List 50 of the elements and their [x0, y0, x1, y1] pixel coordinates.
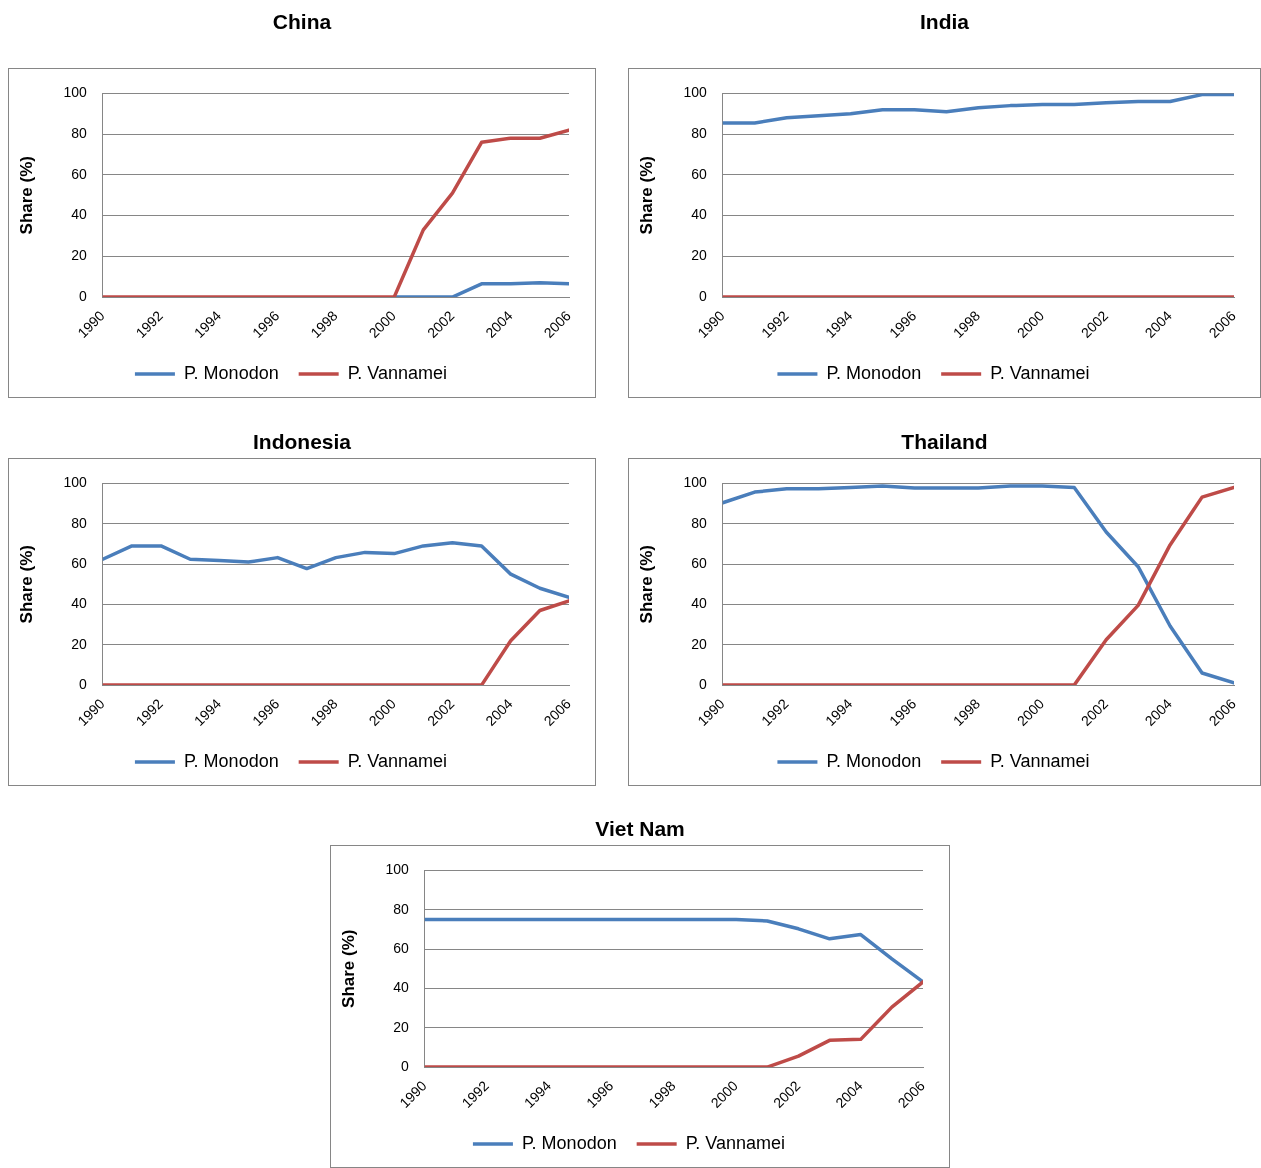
legend-label: P. Vannamei	[347, 750, 448, 771]
y-tick-label: 60	[393, 939, 409, 956]
y-tick-label: 100	[683, 474, 707, 491]
y-tick-label: 100	[385, 861, 409, 878]
y-tick-label: 20	[393, 1018, 409, 1035]
chart-title: India	[919, 10, 970, 34]
y-tick-label: 20	[71, 635, 87, 652]
y-tick-label: 20	[691, 635, 707, 652]
y-tick-label: 80	[691, 125, 707, 141]
legend-label: P. Vannamei	[685, 1132, 786, 1153]
y-tick-label: 20	[71, 247, 87, 264]
y-tick-label: 100	[63, 84, 87, 101]
y-tick-label: 80	[691, 514, 707, 531]
y-tick-label: 40	[393, 979, 409, 996]
legend-label: P. Monodon	[183, 750, 279, 771]
y-axis-title: Share (%)	[338, 929, 358, 1008]
y-tick-label: 0	[400, 1057, 409, 1074]
legend-label: P. Monodon	[183, 362, 279, 383]
y-tick-label: 80	[71, 125, 87, 141]
y-tick-label: 60	[71, 165, 87, 182]
y-tick-label: 40	[71, 595, 87, 612]
chart-title: Indonesia	[252, 430, 352, 454]
y-axis-title: Share (%)	[16, 156, 36, 235]
y-axis-title: Share (%)	[636, 545, 656, 624]
y-axis-title: Share (%)	[636, 156, 656, 235]
chart-title: Thailand	[900, 430, 989, 454]
chart-title: China	[271, 10, 333, 34]
y-tick-label: 20	[691, 247, 707, 264]
y-tick-label: 100	[63, 474, 87, 491]
y-tick-label: 0	[698, 675, 707, 692]
legend-label: P. Monodon	[826, 750, 922, 771]
y-tick-label: 80	[393, 900, 409, 917]
legend-label: P. Monodon	[521, 1132, 617, 1153]
legend-label: P. Vannamei	[990, 362, 1090, 383]
y-tick-label: 0	[698, 287, 707, 304]
y-tick-label: 60	[71, 554, 87, 571]
legend-label: P. Vannamei	[990, 750, 1090, 771]
legend-label: P. Monodon	[826, 362, 922, 383]
y-tick-label: 60	[691, 165, 707, 182]
y-tick-label: 60	[691, 554, 707, 571]
y-tick-label: 40	[691, 595, 707, 612]
y-tick-label: 80	[71, 514, 87, 531]
y-tick-label: 0	[78, 287, 87, 304]
y-tick-label: 40	[691, 206, 707, 223]
chart-title: Viet Nam	[594, 817, 686, 841]
y-tick-label: 40	[71, 206, 87, 223]
legend-label: P. Vannamei	[347, 362, 448, 383]
y-axis-title: Share (%)	[16, 545, 36, 624]
y-tick-label: 100	[683, 84, 707, 101]
y-tick-label: 0	[78, 675, 87, 692]
